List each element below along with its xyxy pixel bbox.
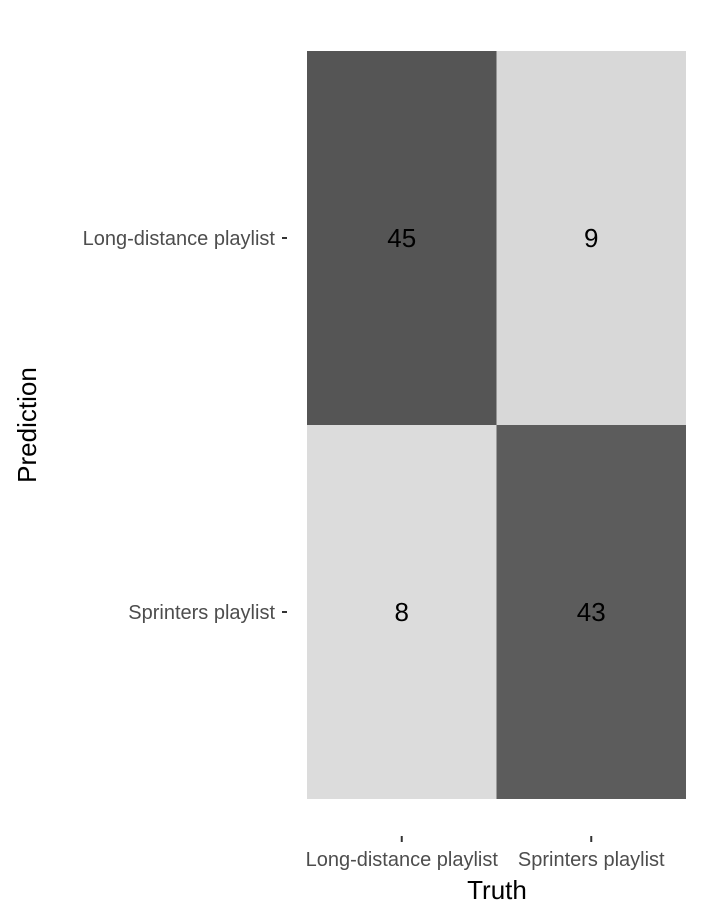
heatmap-cells — [307, 51, 686, 799]
cell-value-label: 45 — [387, 223, 416, 253]
cell-value-label: 43 — [577, 597, 606, 627]
x-axis: Long-distance playlist Sprinters playlist — [306, 836, 665, 871]
heatmap-cell-long-distance-playlist-vs-sprinters-playlist — [496, 51, 686, 425]
y-tick-label: Long-distance playlist — [83, 228, 276, 250]
heatmap-cell-sprinters-playlist-vs-sprinters-playlist — [496, 425, 686, 799]
x-tick-label: Long-distance playlist — [306, 849, 499, 871]
y-axis-title: Prediction — [12, 367, 42, 483]
cell-value-labels: 45 9 8 43 — [387, 223, 605, 627]
y-axis: Long-distance playlist Sprinters playlist — [83, 228, 287, 624]
cell-value-label: 8 — [395, 597, 409, 627]
y-tick-label: Sprinters playlist — [128, 602, 275, 624]
heatmap-cell-long-distance-playlist-vs-long-distance-playlist — [307, 51, 497, 425]
x-tick-label: Sprinters playlist — [518, 849, 665, 871]
x-axis-title: Truth — [467, 875, 527, 905]
heatmap-cell-sprinters-playlist-vs-long-distance-playlist — [307, 425, 497, 799]
cell-value-label: 9 — [584, 223, 598, 253]
